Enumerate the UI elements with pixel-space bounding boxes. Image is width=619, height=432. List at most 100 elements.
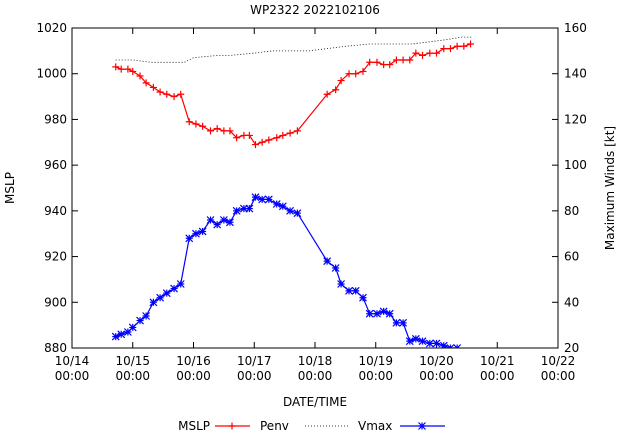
penv-point (185, 118, 193, 126)
penv-point (467, 40, 475, 48)
penv-point (220, 127, 228, 135)
vmax-point (418, 337, 427, 346)
series-layer (111, 36, 475, 356)
x-tick-label: 00:00 (237, 369, 272, 383)
vmax-point (425, 339, 434, 348)
x-tick-label: 00:00 (298, 369, 333, 383)
x-tick-label: 10/18 (298, 354, 333, 368)
vmax-point (198, 227, 207, 236)
y-left-tick-label: 880 (44, 341, 67, 355)
vmax-point (467, 349, 474, 356)
penv-point (177, 90, 185, 98)
vmax-point (351, 286, 360, 295)
vmax-point (278, 202, 287, 211)
penv-point (373, 58, 381, 66)
penv-point (426, 49, 434, 57)
y-left-tick-label: 940 (44, 204, 67, 218)
vmax-point (162, 289, 171, 298)
penv-point (352, 70, 360, 78)
vmax-point (142, 312, 151, 320)
chart-title: WP2322 2022102106 (250, 3, 380, 17)
vmax-point (439, 341, 448, 348)
penv-point (265, 136, 273, 144)
legend-label-vmax: Vmax (358, 419, 392, 432)
legend-label-penv: Penv (260, 419, 289, 432)
vmax-point (128, 323, 137, 332)
y-axis-left-label: MSLP (3, 172, 17, 204)
vmax-line (115, 196, 459, 348)
vmax-point (258, 195, 267, 204)
x-axis-label: DATE/TIME (283, 395, 347, 409)
penv-point (245, 131, 253, 139)
vmax-point (293, 209, 302, 218)
vmax-point (136, 316, 144, 325)
x-tick-label: 00:00 (419, 369, 454, 383)
x-tick-label: 10/21 (480, 354, 515, 368)
vmax-point (392, 318, 401, 327)
vmax-point (365, 309, 374, 318)
vmax-point (345, 286, 353, 295)
x-tick-label: 10/19 (358, 354, 393, 368)
penv-point (207, 127, 215, 135)
plot-axes: 10/1400:0010/1500:0010/1600:0010/1700:00… (36, 21, 586, 383)
penv-point (251, 141, 259, 149)
y-right-tick-label: 40 (564, 295, 579, 309)
penv-point (446, 45, 454, 53)
vmax-point (337, 280, 346, 288)
penv-point (129, 67, 137, 75)
vmax-point (385, 309, 394, 318)
vmax-point (323, 257, 332, 266)
x-tick-label: 00:00 (55, 369, 90, 383)
penv-point (392, 56, 400, 64)
penv-point (170, 93, 178, 101)
penv-point (226, 127, 234, 135)
y-right-tick-label: 160 (564, 21, 587, 35)
y-left-tick-label: 1000 (36, 67, 67, 81)
penv-point (213, 125, 221, 133)
legend-marker-mslp (228, 422, 236, 430)
penv-point (406, 56, 414, 64)
vmax-point (149, 298, 158, 307)
x-tick-label: 00:00 (480, 369, 515, 383)
penv-point (149, 83, 157, 91)
penv-point (192, 120, 200, 128)
penv-point (136, 72, 144, 80)
y-left-tick-label: 960 (44, 158, 67, 172)
penv-point (332, 86, 340, 94)
penv-point (433, 49, 440, 57)
x-tick-label: 10/20 (419, 354, 454, 368)
vmax-point (453, 344, 462, 348)
vmax-point (219, 216, 228, 224)
penv-point (323, 90, 331, 98)
vmax-point (213, 220, 222, 229)
penv-point (366, 58, 374, 66)
y-right-tick-label: 100 (564, 158, 587, 172)
vmax-point (379, 307, 388, 316)
vmax-point (185, 234, 194, 243)
y-left-tick-label: 1020 (36, 21, 67, 35)
vmax-point (286, 206, 295, 215)
y-left-tick-label: 920 (44, 250, 67, 264)
series-vmax (111, 193, 474, 356)
series-unnamed-series (115, 36, 473, 63)
penv-point (412, 49, 420, 57)
penv-point (337, 77, 345, 85)
vmax-point (251, 193, 260, 202)
penv-point (112, 63, 120, 71)
y-axis-right-label: Maximum Winds [kt] (603, 126, 617, 250)
y-right-tick-label: 140 (564, 67, 587, 81)
penv-point (163, 90, 171, 98)
x-tick-label: 00:00 (541, 369, 576, 383)
penv-point (359, 67, 367, 75)
vmax-point (245, 204, 254, 213)
penv-point (199, 122, 207, 130)
y-right-tick-label: 60 (564, 250, 579, 264)
penv-point (258, 138, 266, 146)
x-tick-label: 10/14 (55, 354, 90, 368)
penv-point (142, 79, 150, 87)
legend-marker-vmax (418, 422, 426, 430)
x-tick-label: 00:00 (115, 369, 150, 383)
x-tick-label: 00:00 (358, 369, 393, 383)
y-right-tick-label: 120 (564, 112, 587, 126)
vmax-point (156, 293, 165, 302)
